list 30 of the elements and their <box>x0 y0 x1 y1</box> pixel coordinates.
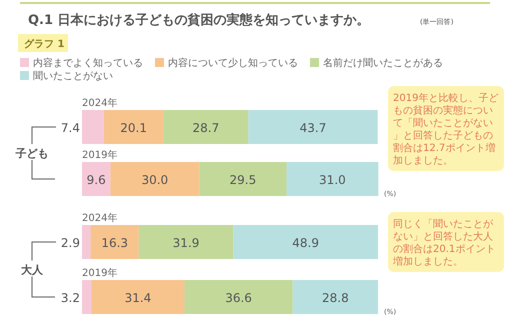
annotation: 子ども <box>16 147 48 160</box>
data-label: 31.9 <box>172 236 200 250</box>
data-label: 30.0 <box>141 173 168 187</box>
subtitle: グラフ 1 <box>24 39 64 50</box>
data-label: 7.4 <box>60 121 80 135</box>
annotation: 2019年と比較し、子どもの貧困の実態について「聞いたことがない」と回答した子どもの割合は12.7ポイント増加しました。 <box>388 86 504 171</box>
data-label: 43.7 <box>300 121 326 135</box>
title: Q.1 日本における子どもの貧困の実態を知っていますか。 <box>28 13 370 28</box>
data-label: 28.8 <box>322 291 349 305</box>
data-label: 20.1 <box>120 121 147 135</box>
legend-label: 内容について少し知っている <box>168 57 298 69</box>
legend-label: 名前だけ聞いたことがある <box>323 57 443 69</box>
category-label: 2024年 <box>82 213 118 224</box>
data-label: 31.0 <box>319 173 346 187</box>
data-label: 31.4 <box>124 291 152 305</box>
annotation: 同じく「聞いたことがない」と回答した大人の割合は20.1ポイント増加しました。 <box>388 212 504 272</box>
data-label: 2.9 <box>60 236 80 250</box>
legend-label: 内容までよく知っている <box>33 57 143 69</box>
data-label: 16.3 <box>101 236 128 250</box>
category-label: 2019年 <box>82 268 118 279</box>
data-label: 3.2 <box>60 291 80 305</box>
data-label: 36.6 <box>225 291 252 305</box>
data-label: 29.5 <box>230 173 256 187</box>
legend-label: 聞いたことがない <box>33 70 113 82</box>
category-label: 2019年 <box>82 150 118 161</box>
data-label: 28.7 <box>192 121 220 135</box>
data-label: 48.9 <box>292 236 319 250</box>
data-label: 9.6 <box>86 173 106 187</box>
annotation: 大人 <box>21 264 43 276</box>
category-label: 2024年 <box>82 98 118 109</box>
